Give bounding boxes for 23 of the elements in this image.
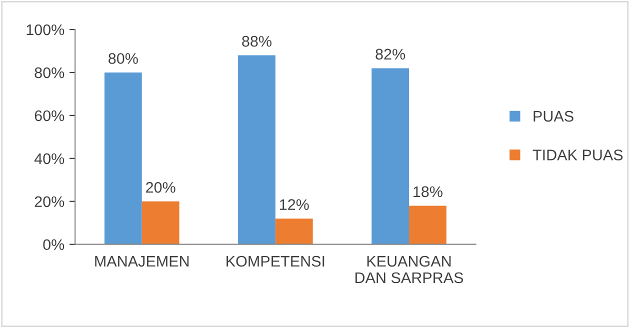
data-label: 82% xyxy=(376,48,406,60)
legend-label: PUAS xyxy=(534,110,574,122)
x-tick-label: KEUANGAN DAN SARPRAS xyxy=(355,256,464,284)
y-tick-label: 60% xyxy=(34,110,64,122)
y-tick-label: 80% xyxy=(34,67,64,78)
bar xyxy=(238,55,276,244)
bar xyxy=(408,206,446,244)
y-tick-label: 20% xyxy=(34,196,64,208)
data-label: 80% xyxy=(108,53,138,64)
bar xyxy=(142,201,180,244)
x-tick-label: MANAJEMEN xyxy=(95,256,189,267)
data-label: 12% xyxy=(280,199,309,210)
y-tick-label: 0% xyxy=(43,239,64,250)
y-tick-label: 100% xyxy=(26,24,64,36)
data-label: 18% xyxy=(414,186,442,198)
bar xyxy=(275,218,313,244)
data-label: 20% xyxy=(146,182,176,193)
legend-label: TIDAK PUAS xyxy=(532,150,623,160)
y-tick-label: 40% xyxy=(34,153,64,164)
bar xyxy=(372,68,409,244)
x-tick-label: KOMPETENSI xyxy=(226,256,324,267)
data-label: 88% xyxy=(242,36,272,47)
bar xyxy=(104,72,142,244)
